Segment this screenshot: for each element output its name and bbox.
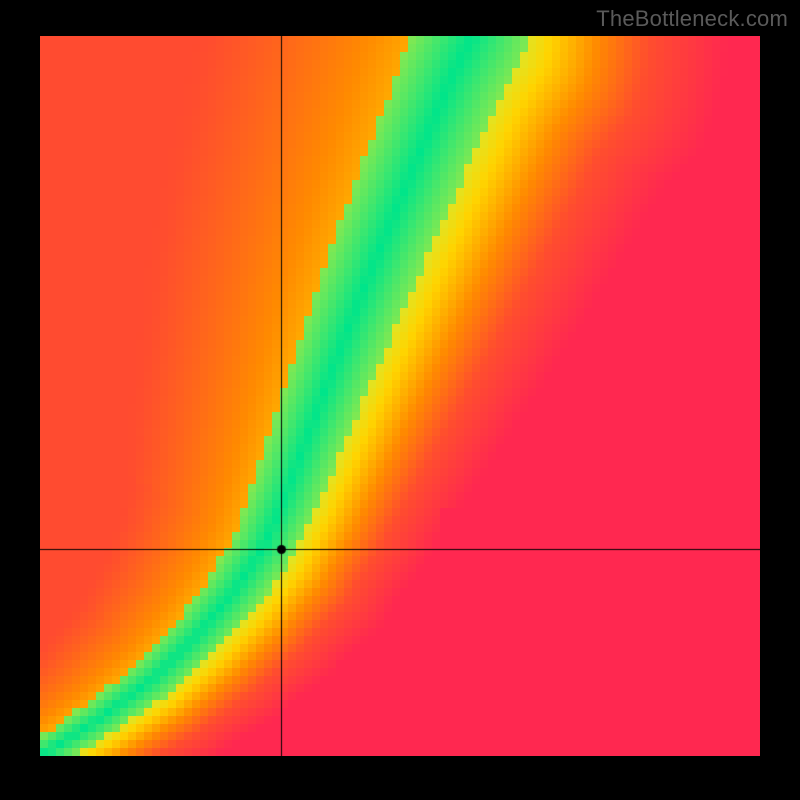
watermark-text: TheBottleneck.com (596, 6, 788, 32)
chart-container: TheBottleneck.com (0, 0, 800, 800)
crosshair-overlay (40, 36, 760, 756)
